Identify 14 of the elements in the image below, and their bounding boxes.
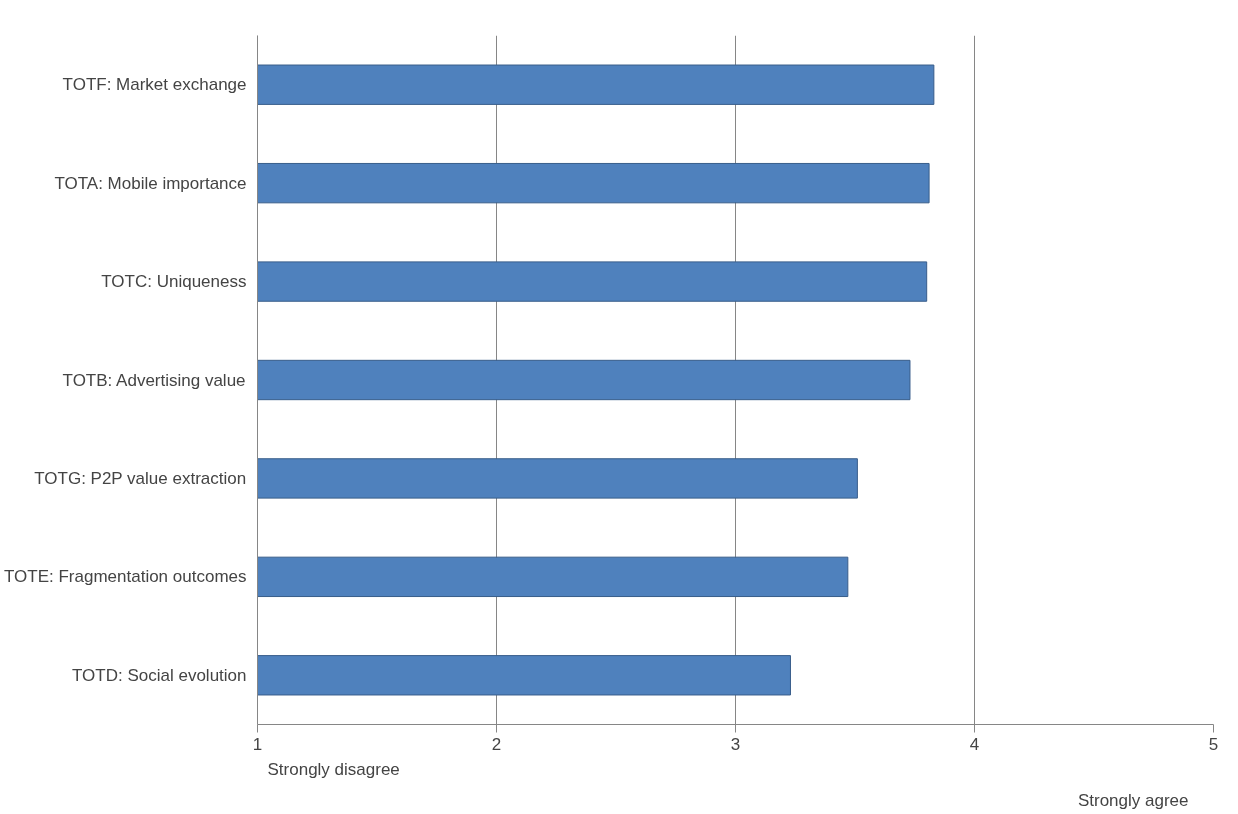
- x-tick-label: 3: [730, 734, 741, 754]
- text: Strongly agree: [1077, 790, 1189, 810]
- x-tick-label: 1: [252, 734, 263, 754]
- y-tick-label: TOTF: Market exchange: [62, 75, 247, 95]
- y-tick-label: TOTA: Mobile importance: [54, 173, 247, 193]
- y-tick-label: TOTE: Fragmentation outcomes: [3, 567, 247, 587]
- x-tick-label: 5: [1208, 734, 1219, 754]
- y-tick-label: TOTB: Advertising value: [62, 370, 246, 390]
- y-tick-label: TOTC: Uniqueness: [101, 272, 247, 292]
- x-tick-label: 4: [969, 734, 980, 754]
- x-tick-label: 2: [491, 734, 502, 754]
- y-tick-label: TOTG: P2P value extraction: [34, 468, 247, 488]
- text: Strongly disagree: [267, 759, 400, 779]
- y-tick-label: TOTD: Social evolution: [72, 665, 247, 685]
